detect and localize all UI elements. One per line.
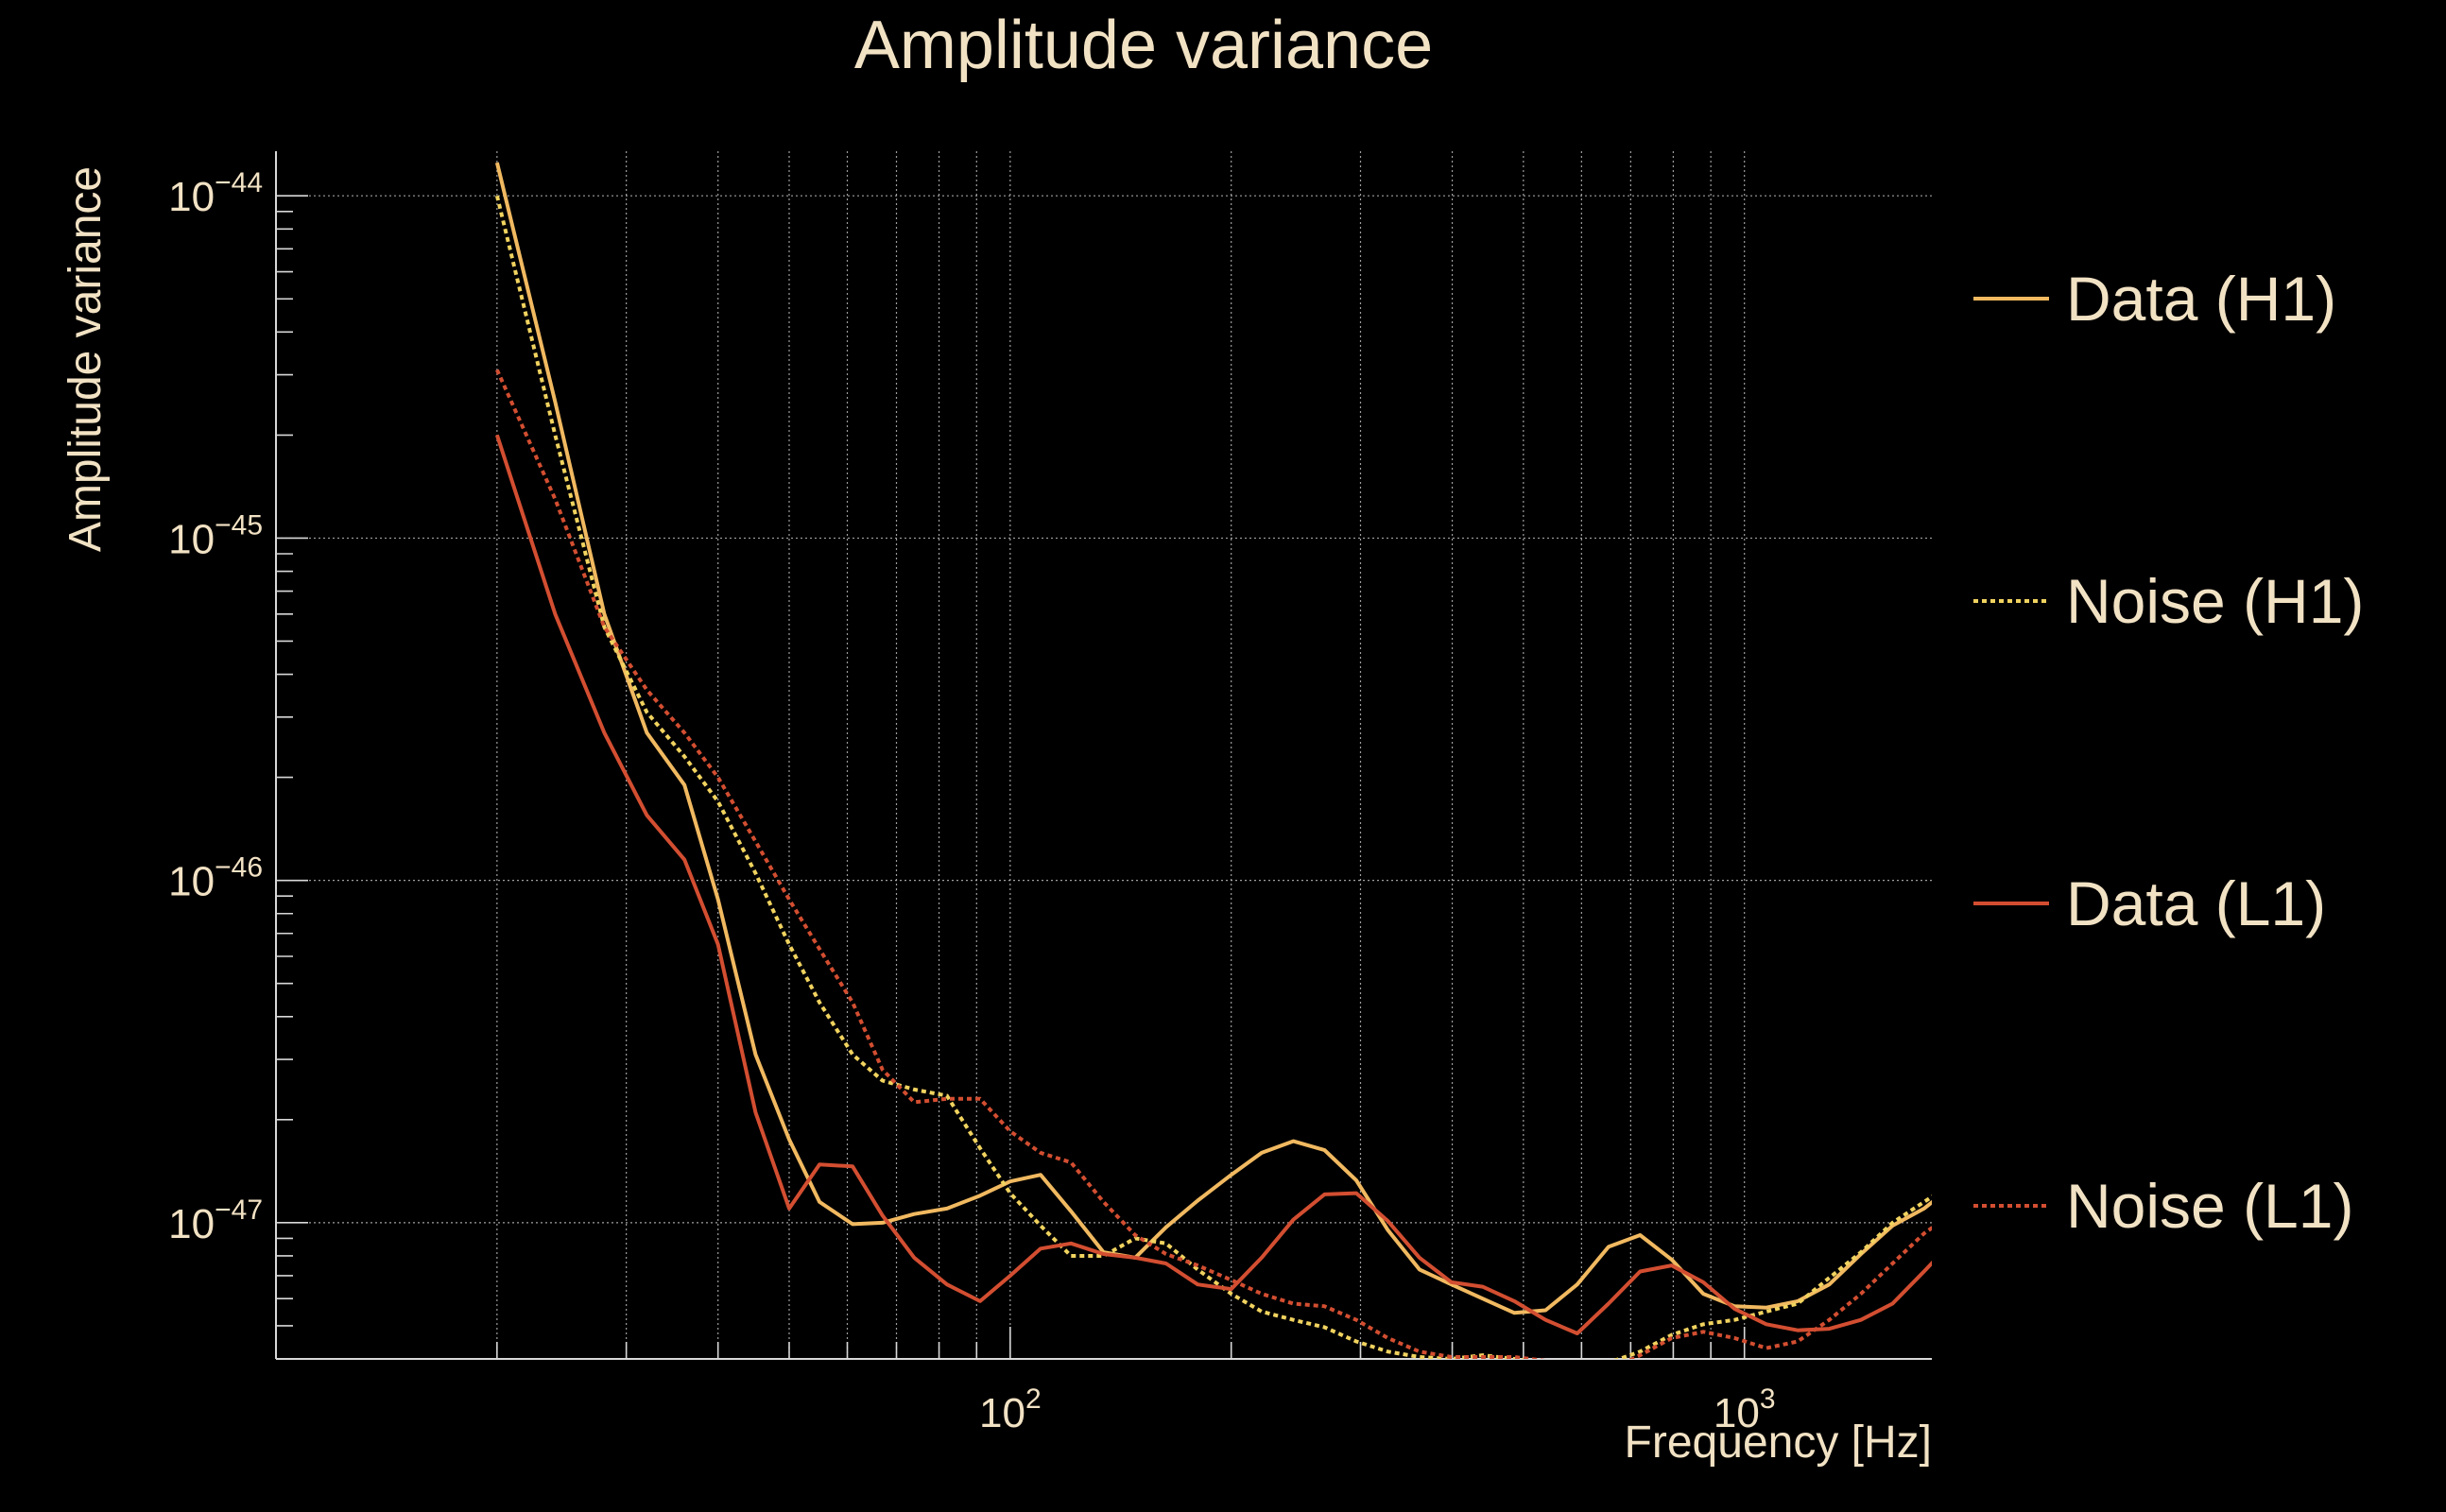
series-line-data-l1 <box>494 434 1932 1335</box>
grid <box>276 151 1932 1359</box>
chart-title: Amplitude variance <box>854 8 1433 83</box>
series-line-data-h1 <box>494 162 1932 1315</box>
x-axis-label: Frequency [Hz] <box>1625 1418 1932 1468</box>
legend-label: Data (H1) <box>2066 264 2336 334</box>
legend-label: Noise (H1) <box>2066 566 2364 636</box>
series-lines <box>494 162 1932 1359</box>
y-tick-label: 10−44 <box>168 167 263 220</box>
series-line-noise-h1 <box>494 195 1932 1359</box>
y-tick-label: 10−46 <box>168 852 263 905</box>
legend-label: Data (L1) <box>2066 868 2326 938</box>
y-tick-label: 10−47 <box>168 1194 263 1247</box>
axes: 10−44 10−45 10−46 10−47 102 103 <box>168 151 1932 1436</box>
x-tick-label: 102 <box>979 1383 1042 1436</box>
y-tick-label: 10−45 <box>168 509 263 562</box>
series-line-noise-l1 <box>495 369 1932 1359</box>
legend-label: Noise (L1) <box>2066 1171 2353 1241</box>
y-axis-label: Amplitude variance <box>60 166 111 552</box>
legend: Data (H1) Noise (H1) Data (L1) Noise (L1) <box>1973 264 2364 1241</box>
x-tick-label: 103 <box>1714 1383 1776 1436</box>
